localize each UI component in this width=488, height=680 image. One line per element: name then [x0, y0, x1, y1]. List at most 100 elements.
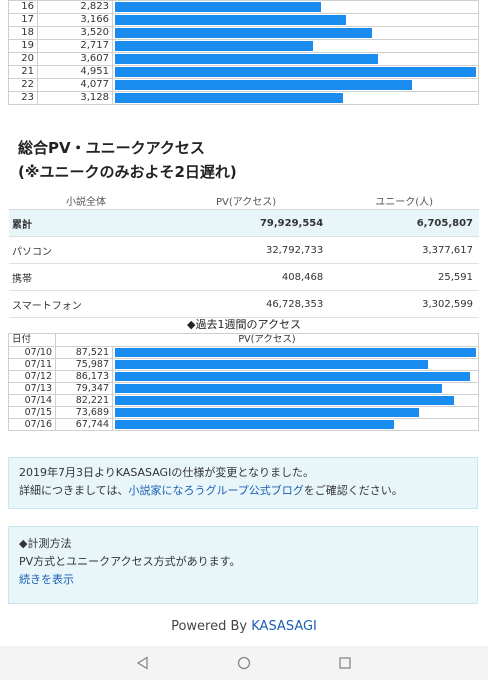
- hour-label: 23: [8, 91, 38, 105]
- summary-row-pc: パソコン 32,792,733 3,377,617: [9, 236, 479, 264]
- spec-change-notice: 2019年7月3日よりKASASAGIの仕様が変更となりました。 詳細につきまし…: [8, 457, 478, 509]
- hour-bar: [115, 15, 346, 25]
- hourly-row: 18 3,520: [8, 26, 479, 40]
- show-more-link[interactable]: 続きを表示: [19, 573, 74, 586]
- hour-bar-cell: [112, 0, 479, 14]
- summary-pv: 32,792,733: [163, 236, 330, 264]
- week-date: 07/16: [8, 418, 56, 431]
- hourly-row: 21 4,951: [8, 65, 479, 79]
- summary-label: パソコン: [9, 236, 163, 264]
- week-date: 07/14: [8, 394, 56, 407]
- notice-suffix: をご確認ください。: [303, 484, 403, 497]
- official-blog-link[interactable]: 小説家になろうグループ公式ブログ: [128, 484, 304, 497]
- kasasagi-link[interactable]: KASASAGI: [251, 619, 317, 634]
- week-bar-cell: [112, 394, 479, 407]
- summary-pv: 46,728,353: [163, 290, 330, 318]
- week-bar-cell: [112, 346, 479, 359]
- hourly-row: 23 3,128: [8, 91, 479, 105]
- hour-bar: [115, 54, 378, 64]
- hour-bar-cell: [112, 26, 479, 40]
- method-text: PV方式とユニークアクセス方式があります。: [19, 555, 241, 568]
- weekly-access-table: 日付 PV(アクセス) 07/10 87,521 07/11 75,987 07/12 8…: [8, 333, 479, 431]
- weekly-row: 07/11 75,987: [8, 358, 479, 371]
- hour-label: 19: [8, 39, 38, 53]
- hour-bar: [115, 80, 413, 90]
- summary-table: 小説全体 PV(アクセス) ユニーク(人) 累計 79,929,554 6,70…: [9, 192, 479, 318]
- week-pv: 86,173: [55, 370, 113, 383]
- weekly-row: 07/16 67,744: [8, 418, 479, 431]
- summary-unique: 3,377,617: [329, 236, 479, 264]
- week-bar: [115, 408, 419, 417]
- week-bar-cell: [112, 406, 479, 419]
- summary-label: スマートフォン: [9, 290, 163, 318]
- back-triangle-icon[interactable]: [136, 656, 150, 670]
- hour-label: 17: [8, 13, 38, 27]
- summary-label: 携帯: [9, 263, 163, 291]
- hour-bar-cell: [112, 65, 479, 79]
- weekly-header-date: 日付: [8, 333, 56, 347]
- week-bar-cell: [112, 358, 479, 371]
- summary-row-total: 累計 79,929,554 6,705,807: [9, 209, 479, 237]
- measurement-method-box: ◆計測方法 PV方式とユニークアクセス方式があります。 続きを表示: [8, 526, 478, 604]
- footer-prefix: Powered By: [171, 619, 252, 634]
- week-bar: [115, 420, 395, 429]
- week-pv: 73,689: [55, 406, 113, 419]
- hour-bar: [115, 28, 372, 38]
- week-bar: [115, 360, 429, 369]
- summary-unique: 3,302,599: [329, 290, 479, 318]
- notice-prefix: 詳細につきましては、: [19, 484, 129, 497]
- summary-pv: 408,468: [163, 263, 330, 291]
- weekly-row: 07/14 82,221: [8, 394, 479, 407]
- summary-title-line2: (※ユニークのみおよそ2日遅れ): [18, 163, 237, 181]
- hour-label: 18: [8, 26, 38, 40]
- home-circle-icon[interactable]: [237, 656, 251, 670]
- week-bar: [115, 384, 443, 393]
- weekly-title: ◆過去1週間のアクセス: [187, 318, 301, 331]
- hourly-row: 20 3,607: [8, 52, 479, 66]
- week-bar-cell: [112, 370, 479, 383]
- hour-pv: 2,823: [37, 0, 113, 14]
- week-date: 07/10: [8, 346, 56, 359]
- week-bar: [115, 372, 471, 381]
- hour-label: 21: [8, 65, 38, 79]
- hour-label: 22: [8, 78, 38, 92]
- hourly-access-table: 16 2,823 17 3,166 18 3,520 19 2,717 20 3,607 21 4,9…: [8, 0, 479, 105]
- hour-pv: 2,717: [37, 39, 113, 53]
- summary-title: 総合PV・ユニークアクセス (※ユニークのみおよそ2日遅れ): [18, 136, 237, 184]
- weekly-row: 07/12 86,173: [8, 370, 479, 383]
- hour-bar: [115, 67, 476, 77]
- week-pv: 67,744: [55, 418, 113, 431]
- week-pv: 82,221: [55, 394, 113, 407]
- week-bar: [115, 348, 476, 357]
- hour-pv: 3,520: [37, 26, 113, 40]
- week-pv: 75,987: [55, 358, 113, 371]
- week-date: 07/11: [8, 358, 56, 371]
- week-pv: 79,347: [55, 382, 113, 395]
- hourly-row: 22 4,077: [8, 78, 479, 92]
- hour-pv: 3,607: [37, 52, 113, 66]
- notice-line1: 2019年7月3日よりKASASAGIの仕様が変更となりました。: [19, 466, 314, 479]
- week-bar-cell: [112, 418, 479, 431]
- recents-square-icon[interactable]: [338, 656, 352, 670]
- hour-bar-cell: [112, 39, 479, 53]
- week-date: 07/13: [8, 382, 56, 395]
- summary-label: 累計: [9, 209, 163, 237]
- week-date: 07/12: [8, 370, 56, 383]
- weekly-row: 07/10 87,521: [8, 346, 479, 359]
- summary-header-unique: ユニーク(人): [329, 192, 479, 210]
- hour-bar: [115, 41, 314, 51]
- system-navigation-bar: [0, 646, 488, 680]
- summary-header-pv: PV(アクセス): [163, 192, 330, 210]
- hour-pv: 3,128: [37, 91, 113, 105]
- week-bar: [115, 396, 455, 405]
- hour-pv: 4,951: [37, 65, 113, 79]
- hour-bar: [115, 93, 344, 103]
- hour-bar-cell: [112, 13, 479, 27]
- weekly-header-pv: PV(アクセス): [55, 333, 479, 347]
- hour-bar: [115, 2, 321, 12]
- hour-bar-cell: [112, 78, 479, 92]
- hour-label: 20: [8, 52, 38, 66]
- hour-bar-cell: [112, 91, 479, 105]
- weekly-row: 07/13 79,347: [8, 382, 479, 395]
- week-pv: 87,521: [55, 346, 113, 359]
